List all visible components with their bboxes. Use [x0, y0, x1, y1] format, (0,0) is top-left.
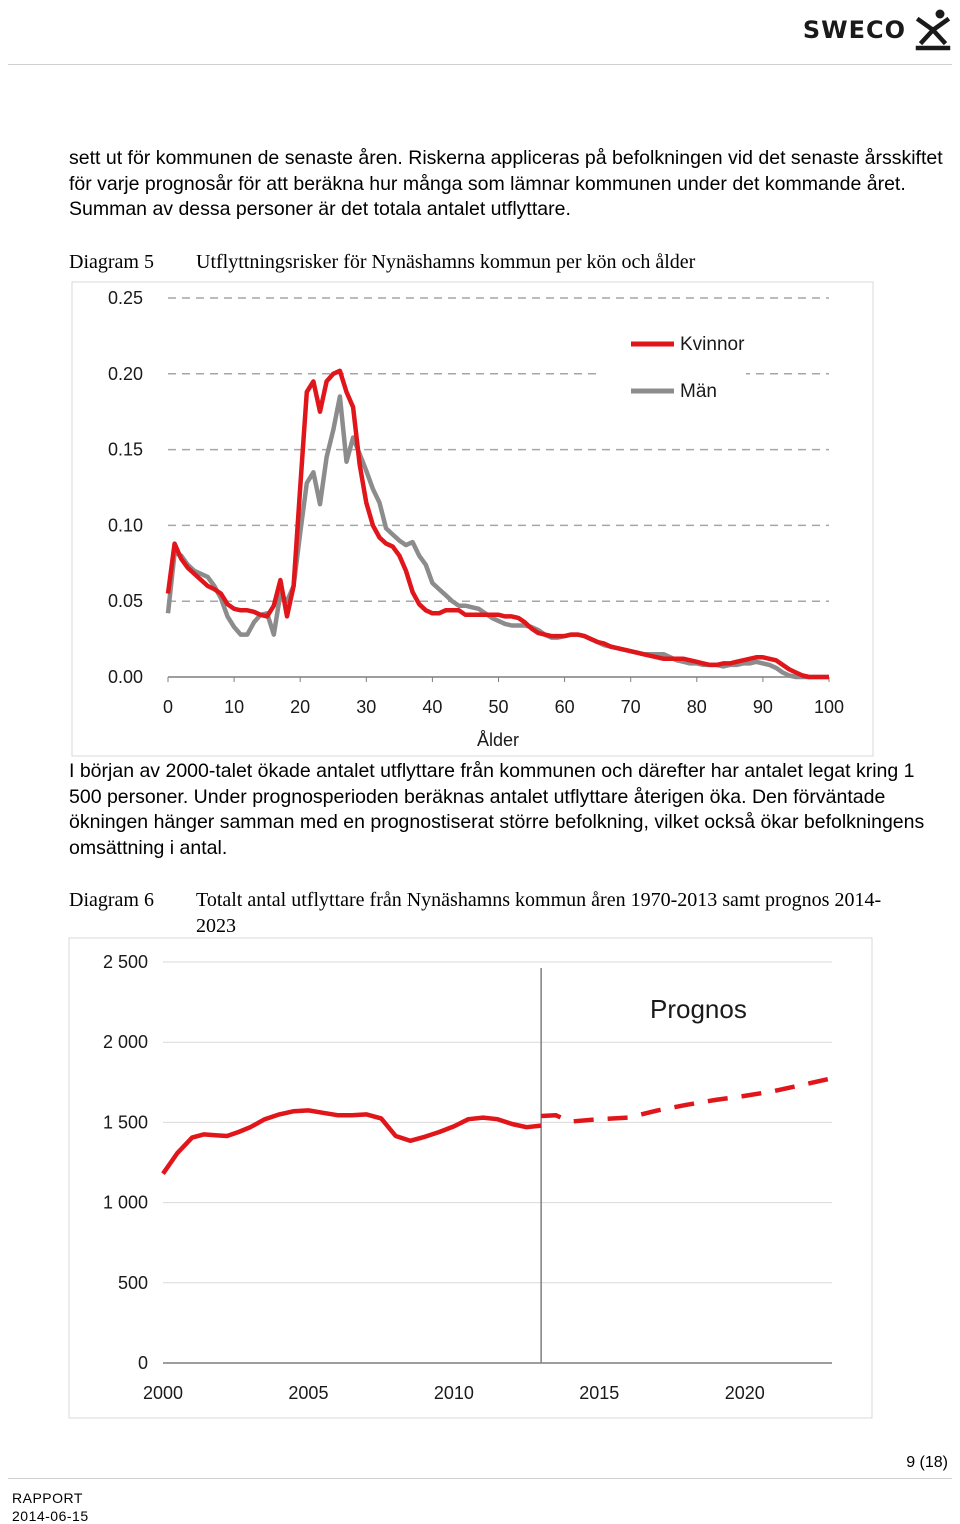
x-tick-label: 20 [290, 697, 310, 717]
legend-background [596, 325, 746, 355]
diagram6-number: Diagram 6 [69, 889, 154, 911]
y-tick-label: 0.05 [108, 591, 143, 611]
x-tick-label: 10 [224, 697, 244, 717]
header-divider [8, 64, 952, 65]
header-logo: SWECO [803, 8, 952, 52]
y-tick-label: 0.15 [108, 440, 143, 460]
diagram6-chart: 0 500 1 000 1 500 2 000 2 500 2000 2005 2010 2015… [68, 937, 873, 1419]
diagram5-chart: 0.00 0.05 0.10 0.15 0.20 0.25 0 10 20 30 40 50 60 70 8… [71, 281, 874, 757]
x-tick-label: 100 [814, 697, 844, 717]
middle-paragraph: I början av 2000-talet ökade antalet utf… [69, 760, 925, 859]
diagram5-title: Utflyttningsrisker för Nynäshamns kommun… [196, 251, 696, 273]
x-tick-label: 2015 [579, 1383, 619, 1403]
forecast-line [540, 1076, 833, 1124]
y-tick-label: 2 000 [103, 1032, 148, 1052]
y-tick-label: 0 [138, 1353, 148, 1373]
y-tick-label: 0.25 [108, 288, 143, 308]
x-tick-label: 50 [488, 697, 508, 717]
sweco-logo-icon [915, 9, 951, 51]
x-tick-label: 40 [422, 697, 442, 717]
y-tick-label: 0.00 [108, 667, 143, 687]
footer-doc-type: RAPPORT [12, 1490, 83, 1506]
chart-frame [71, 281, 874, 757]
x-tick-label: 60 [555, 697, 575, 717]
y-tick-label: 0.10 [108, 515, 143, 535]
y-tick-label: 500 [118, 1273, 148, 1293]
y-tick-label: 2 500 [103, 952, 148, 972]
prognosis-annotation: Prognos [650, 994, 747, 1024]
chart-frame [68, 937, 873, 1419]
sweco-logo-text: SWECO [802, 16, 906, 44]
x-tick-label: 0 [163, 697, 173, 717]
footer-divider [8, 1478, 952, 1479]
y-tick-label: 1 500 [103, 1112, 148, 1132]
y-tick-label: 1 000 [103, 1193, 148, 1213]
x-tick-label: 90 [753, 697, 773, 717]
diagram5-number: Diagram 5 [69, 251, 154, 273]
x-tick-label: 2020 [725, 1383, 765, 1403]
legend-label-man: Män [680, 381, 717, 402]
footer-date: 2014-06-15 [12, 1508, 89, 1524]
page-number: 9 (18) [906, 1454, 948, 1471]
x-tick-label: 2000 [143, 1383, 183, 1403]
intro-paragraph: sett ut för kommunen de senaste åren. Ri… [69, 147, 943, 220]
diagram6-title: Totalt antal utflyttare från Nynäshamns … [196, 889, 882, 937]
x-tick-label: 70 [621, 697, 641, 717]
x-tick-label: 2005 [288, 1383, 328, 1403]
series-line-kvinnor [165, 368, 829, 680]
y-tick-label: 0.20 [108, 364, 143, 384]
x-tick-label: 2010 [434, 1383, 474, 1403]
historical-line [161, 1108, 542, 1175]
legend-background [596, 372, 746, 402]
x-axis-label: Ålder [477, 730, 519, 750]
legend-label-kvinnor: Kvinnor [680, 334, 745, 355]
x-tick-label: 80 [687, 697, 707, 717]
x-tick-label: 30 [356, 697, 376, 717]
